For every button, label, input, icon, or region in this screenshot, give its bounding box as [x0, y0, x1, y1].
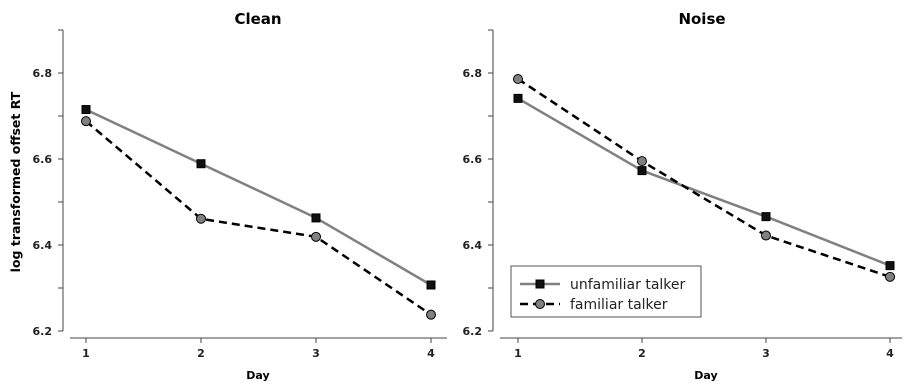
data-point-unfamiliar: [885, 261, 895, 271]
y-tick-label: 6.6: [463, 153, 483, 166]
legend-label-familiar: familiar talker: [570, 297, 668, 313]
legend-marker-square: [535, 279, 545, 289]
x-tick-label: 1: [82, 347, 90, 360]
chart-clean: Clean log transformed offset RT Day 6.2 6…: [8, 10, 447, 382]
data-point-unfamiliar: [311, 213, 321, 223]
x-tick-label: 4: [427, 347, 435, 360]
y-tick-label: 6.8: [33, 67, 53, 80]
y-axis-label: log transformed offset RT: [8, 91, 23, 272]
legend: unfamiliar talker familiar talker: [510, 265, 702, 318]
data-point-unfamiliar: [426, 280, 436, 290]
data-point-familiar: [196, 213, 206, 224]
data-point-unfamiliar: [81, 105, 91, 115]
y-tick-label: 6.2: [463, 325, 483, 338]
data-point-unfamiliar: [513, 93, 523, 103]
data-point-unfamiliar: [196, 159, 206, 169]
x-axis-label-clean: Day: [246, 369, 269, 382]
data-point-familiar: [885, 271, 895, 282]
chart-title-noise: Noise: [678, 10, 725, 28]
legend-marker-circle: [535, 299, 545, 309]
series-line-familiar-noise: [517, 77, 891, 278]
data-point-familiar: [513, 74, 523, 85]
data-point-familiar: [761, 230, 771, 241]
x-tick-label: 3: [312, 347, 320, 360]
data-point-familiar: [311, 231, 321, 242]
data-point-familiar: [637, 156, 647, 167]
series-line-unfamiliar-clean: [85, 108, 432, 287]
series-line-familiar-clean: [85, 120, 432, 316]
data-point-unfamiliar: [637, 166, 647, 176]
y-tick-label: 6.2: [33, 325, 53, 338]
x-tick-label: 2: [638, 347, 646, 360]
y-tick-label: 6.8: [463, 67, 483, 80]
y-tick-label: 6.6: [33, 153, 53, 166]
data-point-familiar: [426, 309, 436, 320]
legend-label-unfamiliar: unfamiliar talker: [570, 277, 686, 293]
series-line-unfamiliar-noise: [517, 97, 891, 267]
x-tick-label: 2: [197, 347, 205, 360]
data-point-familiar: [81, 116, 91, 127]
x-tick-label: 4: [886, 347, 894, 360]
chart-noise: Noise Day 6.2 6.4 6.6 6.8 1 2 3 4 unfamiliar ta…: [463, 10, 902, 382]
x-tick-label: 1: [514, 347, 522, 360]
chart-title-clean: Clean: [234, 10, 281, 28]
y-tick-label: 6.4: [33, 239, 53, 252]
legend-box: [510, 265, 702, 318]
data-point-unfamiliar: [761, 212, 771, 222]
x-tick-label: 3: [762, 347, 770, 360]
y-tick-label: 6.4: [463, 239, 483, 252]
x-axis-label-noise: Day: [694, 369, 717, 382]
